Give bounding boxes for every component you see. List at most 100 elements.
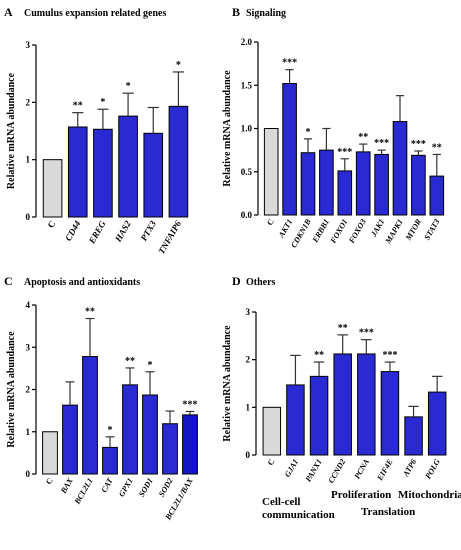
bar-sod1 bbox=[142, 394, 158, 475]
y-tick-label: 1 bbox=[26, 427, 31, 437]
y-tick-label: 0.0 bbox=[241, 210, 253, 220]
bar-mtor bbox=[411, 154, 426, 216]
bar-c bbox=[262, 406, 282, 456]
group-label-line: Cell-cell bbox=[262, 496, 300, 508]
x-tick-label: BAX bbox=[58, 476, 75, 496]
x-tick-label: FOXO3 bbox=[347, 218, 368, 246]
y-axis-label: Relative mRNA abundance bbox=[6, 72, 17, 189]
significance-label: ** bbox=[73, 101, 83, 112]
significance-label: * bbox=[176, 60, 181, 71]
x-tick-label: PTX3 bbox=[139, 219, 159, 243]
y-tick-label: 2 bbox=[26, 385, 31, 395]
bar-sod2 bbox=[162, 423, 178, 475]
y-tick-label: 0 bbox=[26, 212, 31, 222]
significance-label: *** bbox=[183, 399, 198, 410]
significance-label: * bbox=[108, 425, 113, 436]
y-tick-label: 0 bbox=[26, 469, 31, 479]
significance-label: * bbox=[100, 97, 105, 108]
bar-cdkn1b bbox=[300, 152, 316, 216]
bar-bcl2l1bax bbox=[182, 414, 198, 475]
bar-cat bbox=[102, 446, 118, 475]
significance-label: ** bbox=[125, 356, 135, 367]
x-tick-label: AKT1 bbox=[276, 218, 294, 240]
bar-stat3 bbox=[429, 175, 445, 216]
y-tick-label: 1 bbox=[246, 402, 251, 412]
x-tick-label: SOD1 bbox=[137, 477, 155, 499]
x-tick-label: STAT3 bbox=[422, 218, 441, 242]
bar-c bbox=[42, 431, 58, 475]
x-tick-label: BCL2L1 bbox=[72, 477, 95, 507]
bar-atp6 bbox=[404, 416, 423, 456]
significance-label: *** bbox=[359, 328, 374, 339]
bar-c bbox=[263, 128, 279, 216]
panel-letter: B bbox=[232, 5, 240, 19]
x-tick-label: EIF4E bbox=[375, 458, 395, 483]
y-tick-label: 4 bbox=[26, 300, 31, 310]
x-tick-label: PCNA bbox=[353, 457, 372, 481]
panel-d: D Others 0 1 2 3 Relative mRNA abundance C GJA1 *… bbox=[222, 274, 461, 521]
x-tick-label: JAK1 bbox=[369, 218, 387, 240]
bar-cd44 bbox=[67, 126, 88, 218]
x-tick-label: SOD2 bbox=[157, 477, 175, 499]
group-label: Cell-cell communication bbox=[262, 496, 335, 521]
y-axis-label: Relative mRNA abundance bbox=[222, 325, 233, 442]
bar-bcl2l1 bbox=[82, 356, 98, 475]
y-tick-label: 1.5 bbox=[241, 80, 253, 90]
bar-ptx3 bbox=[143, 132, 164, 218]
x-tick-label: GJA1 bbox=[283, 458, 300, 479]
bar-erbb1 bbox=[319, 149, 334, 216]
bar-foxo3 bbox=[355, 151, 371, 216]
y-tick-label: 2 bbox=[246, 355, 251, 365]
significance-label: ** bbox=[314, 350, 324, 361]
bar-pcna bbox=[357, 353, 376, 456]
x-tick-label: CD44 bbox=[63, 219, 83, 243]
group-label: Translation bbox=[361, 506, 415, 518]
x-tick-label: PANX1 bbox=[304, 458, 324, 484]
significance-label: ** bbox=[338, 323, 348, 334]
bar-mapk1 bbox=[392, 121, 408, 216]
bar-panx1 bbox=[309, 375, 329, 456]
x-tick-label: ATP6 bbox=[401, 458, 419, 480]
bar-akt1 bbox=[282, 83, 297, 216]
x-tick-label: GPX1 bbox=[117, 477, 135, 499]
x-tick-label: C bbox=[44, 476, 55, 486]
x-tick-label: HAS2 bbox=[112, 219, 133, 245]
x-tick-label: POLG bbox=[423, 457, 442, 480]
x-tick-label: TNFAIP6 bbox=[156, 219, 183, 256]
bar-ccnd2 bbox=[333, 353, 352, 456]
x-tick-label: CCND2 bbox=[327, 458, 348, 485]
bar-gja1 bbox=[286, 384, 305, 456]
x-tick-label: C bbox=[266, 457, 277, 467]
significance-label: *** bbox=[282, 58, 297, 69]
significance-label: * bbox=[306, 127, 311, 138]
y-tick-label: 3 bbox=[26, 342, 31, 352]
panel-a: A Cumulus expansion related genes 0 1 2 3 Rela… bbox=[4, 5, 189, 256]
significance-label: *** bbox=[374, 138, 389, 149]
y-tick-label: 0 bbox=[246, 450, 251, 460]
x-tick-label: EREG bbox=[86, 219, 108, 247]
x-tick-label: MTOR bbox=[403, 217, 423, 243]
bar-bax bbox=[62, 404, 78, 475]
y-axis-label: Relative mRNA abundance bbox=[222, 70, 233, 187]
y-tick-label: 1.0 bbox=[241, 124, 253, 134]
bar-has2 bbox=[118, 115, 138, 218]
y-axis-label: Relative mRNA abundance bbox=[6, 331, 17, 448]
bar-eif4e bbox=[380, 371, 400, 456]
panel-title: Others bbox=[246, 277, 276, 288]
y-tick-label: 2 bbox=[26, 97, 31, 107]
bar-c bbox=[42, 159, 63, 218]
x-tick-label: CAT bbox=[99, 476, 115, 495]
panel-letter: A bbox=[4, 5, 13, 19]
x-tick-label: MAPK1 bbox=[383, 218, 405, 246]
group-label: Mitochondria bbox=[398, 489, 461, 501]
significance-label: *** bbox=[411, 139, 426, 150]
significance-label: * bbox=[126, 81, 131, 92]
y-tick-label: 3 bbox=[246, 307, 251, 317]
x-tick-label: C bbox=[45, 219, 57, 230]
x-tick-label: C bbox=[265, 217, 276, 227]
x-tick-label: FOXO1 bbox=[328, 218, 349, 246]
group-label: Proliferation bbox=[331, 489, 391, 501]
panel-letter: C bbox=[4, 274, 13, 288]
significance-label: *** bbox=[337, 147, 352, 158]
